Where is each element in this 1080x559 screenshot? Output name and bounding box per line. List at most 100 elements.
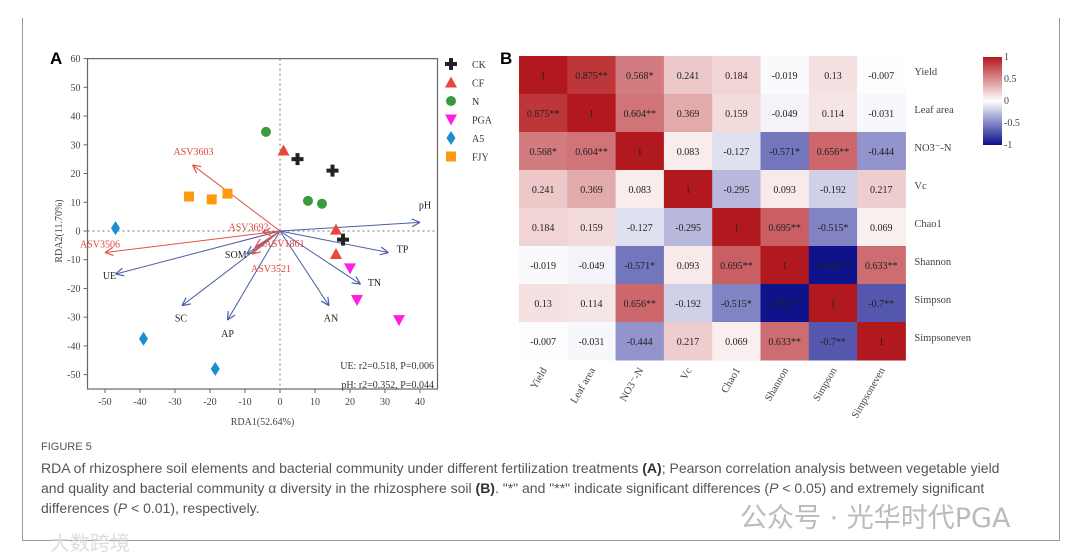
point-n — [317, 198, 327, 209]
heatmap-cell — [760, 132, 810, 171]
heatmap-cell — [519, 246, 568, 285]
cell-value: 0.093 — [773, 185, 796, 196]
arrowhead — [104, 251, 114, 257]
cell-value: 1 — [879, 337, 884, 348]
heatmap-cell — [712, 94, 761, 133]
arrowhead — [246, 245, 252, 255]
heatmap-cell — [712, 208, 761, 247]
arrowhead — [104, 247, 113, 254]
cell-value: -0.571* — [624, 261, 655, 272]
cell-value: 0.069 — [870, 223, 893, 234]
legend-marker-n — [446, 96, 456, 106]
cell-value: 0.695** — [768, 223, 801, 234]
cell-value: -0.295 — [675, 223, 701, 234]
colorbar-tick-label: 0 — [1004, 96, 1009, 107]
y-tick-label: -40 — [67, 341, 80, 352]
heatmap-cell — [519, 94, 568, 133]
heatmap-cell — [663, 322, 713, 361]
env-ue-label: UE — [103, 271, 116, 282]
figure-title: FIGURE 5 — [41, 441, 92, 453]
cell-value: 0.083 — [629, 185, 652, 196]
heatmap-cell — [712, 246, 761, 285]
point-cf — [330, 247, 342, 259]
heatmap-cell — [857, 208, 906, 247]
cell-value: 0.633** — [768, 337, 801, 348]
heatmap-cell — [567, 284, 617, 323]
env-tp-label: TP — [397, 245, 409, 256]
stat-annotation: pH: r2=0.352, P=0.044 — [341, 380, 434, 391]
legend-label-ck: CK — [472, 60, 487, 71]
heatmap-cell — [519, 208, 568, 247]
cell-value: 0.069 — [725, 337, 748, 348]
cell-value: 1 — [782, 261, 787, 272]
y-tick-label: 40 — [71, 112, 81, 123]
env-sc-label: SC — [175, 314, 188, 325]
cell-value: 0.13 — [824, 71, 842, 82]
x-tick-label: -50 — [98, 397, 111, 408]
point-pga — [351, 294, 363, 306]
row-label: Vc — [914, 181, 927, 192]
y-tick-label: -20 — [67, 284, 80, 295]
column-label: Yield — [529, 365, 550, 391]
cell-value: 0.13 — [534, 299, 552, 310]
x-tick-label: -20 — [203, 397, 216, 408]
cell-value: -0.515* — [721, 299, 752, 310]
cell-value: -0.031 — [579, 337, 605, 348]
x-tick-label: 10 — [310, 397, 320, 408]
cell-value: -0.295 — [723, 185, 749, 196]
heatmap-cell — [567, 94, 617, 133]
species-asv3506-label: ASV3506 — [80, 240, 120, 251]
cell-value: -0.127 — [723, 147, 749, 158]
arrowhead — [251, 245, 257, 255]
heatmap-cell — [760, 56, 810, 95]
env-ph-arrow — [279, 221, 421, 232]
env-tn-label: TN — [368, 278, 381, 289]
heatmap-cell — [519, 284, 568, 323]
heatmap-cell — [808, 322, 858, 361]
point-fjy — [222, 188, 233, 199]
panel-label-b: B — [500, 49, 512, 68]
colorbar-tick-label: 1 — [1004, 52, 1009, 63]
point-ck — [326, 164, 339, 177]
arrowhead — [379, 251, 389, 256]
cell-value: 0.875** — [575, 71, 608, 82]
heatmap-cell — [567, 246, 617, 285]
heatmap-cell — [567, 56, 617, 95]
species-asv1861-arrow — [255, 230, 281, 248]
colorbar-tick-label: 0.5 — [1004, 74, 1017, 85]
heatmap-cell — [712, 56, 761, 95]
arrowhead — [355, 276, 362, 285]
legend-marker-pga — [445, 114, 457, 126]
cell-value: 0.656** — [817, 147, 850, 158]
x-tick-label: 40 — [415, 397, 425, 408]
cell-value: -0.192 — [675, 299, 701, 310]
cell-value: 0.083 — [677, 147, 700, 158]
arrowhead — [181, 297, 187, 306]
cell-value: -0.444 — [627, 337, 653, 348]
cell-value: 1 — [589, 109, 594, 120]
heatmap-cell — [712, 170, 761, 209]
arrowhead — [327, 296, 330, 306]
legend-label-fjy: FJY — [472, 153, 489, 164]
heatmap-cell — [663, 246, 713, 285]
y-tick-label: 50 — [71, 83, 81, 94]
species-asv3521-label: ASV3521 — [251, 264, 291, 275]
arrowhead — [181, 303, 191, 307]
heatmap-cell — [808, 132, 858, 171]
cell-value: 0.604** — [575, 147, 608, 158]
column-label: Vc — [679, 366, 695, 382]
heatmap-cell — [663, 94, 713, 133]
cell-value: 0.184 — [725, 71, 748, 82]
heatmap-cell — [519, 322, 568, 361]
env-ap-label: AP — [221, 329, 234, 340]
cell-value: 0.184 — [532, 223, 555, 234]
point-cf — [277, 144, 290, 156]
heatmap-cell — [567, 322, 617, 361]
cell-value: 0.159 — [580, 223, 603, 234]
column-label: Leaf area — [569, 366, 598, 406]
row-label: Simpsoneven — [914, 333, 971, 344]
species-asv3603-arrow — [192, 164, 281, 232]
point-cf — [330, 223, 342, 235]
heatmap-cell — [857, 284, 906, 323]
heatmap-cell — [712, 132, 761, 171]
